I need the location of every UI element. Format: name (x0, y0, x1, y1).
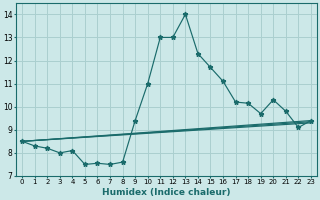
X-axis label: Humidex (Indice chaleur): Humidex (Indice chaleur) (102, 188, 231, 197)
